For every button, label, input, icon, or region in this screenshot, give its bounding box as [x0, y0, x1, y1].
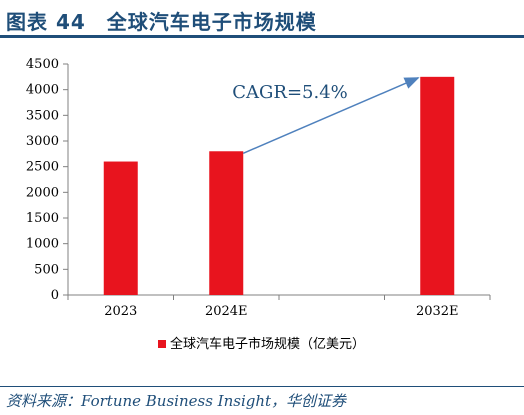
bar	[209, 151, 244, 295]
bar	[103, 161, 138, 295]
y-tick-label: 1500	[26, 211, 59, 226]
bar	[420, 76, 455, 295]
y-tick-label: 2500	[26, 160, 59, 175]
source-note: 资料来源：Fortune Business Insight，华创证券	[6, 392, 347, 410]
figure-header: 图表 44 全球汽车电子市场规模	[0, 0, 524, 40]
legend-label: 全球汽车电子市场规模（亿美元）	[170, 336, 365, 352]
header-rule	[0, 35, 524, 38]
y-tick-label: 0	[51, 288, 59, 303]
bar-chart: 0 500 1000 1500 2000 2500 3000 3500 4000 4500 2023…	[26, 57, 491, 352]
x-tick-label: 2023	[104, 304, 137, 319]
y-tick-label: 3500	[26, 108, 59, 123]
y-tick-label: 2000	[26, 185, 59, 200]
x-tick-label: 2032E	[416, 304, 459, 319]
cagr-annotation: CAGR=5.4%	[232, 82, 348, 103]
y-tick-label: 3000	[26, 134, 59, 149]
cagr-arrow	[242, 77, 420, 154]
y-tick-label: 1000	[26, 237, 59, 252]
y-tick-label: 4000	[26, 83, 59, 98]
footer-rule	[0, 386, 524, 387]
legend-swatch	[158, 340, 166, 348]
y-tick-label: 4500	[26, 57, 59, 72]
y-tick-label: 500	[34, 262, 59, 277]
x-tick-label: 2024E	[205, 304, 248, 319]
figure-title: 图表 44 全球汽车电子市场规模	[6, 10, 317, 34]
